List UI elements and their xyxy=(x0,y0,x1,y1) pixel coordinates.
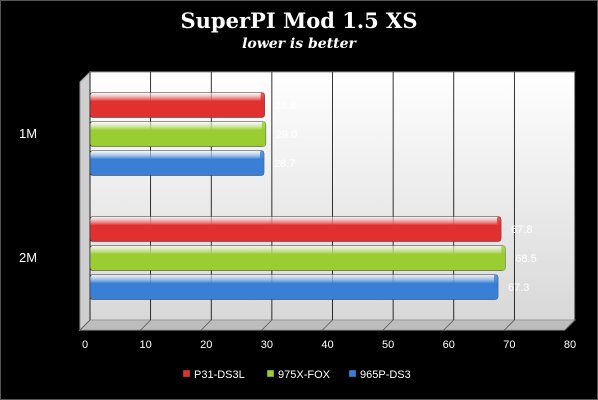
category-label: 2M xyxy=(19,250,37,265)
gridline-floor xyxy=(504,319,515,331)
legend-label: P31-DS3L xyxy=(194,369,245,381)
bar-965p-ds3 xyxy=(89,150,265,176)
gridline-floor xyxy=(564,319,576,331)
plot-side-wall xyxy=(79,70,91,332)
bar-965p-ds3 xyxy=(89,274,499,300)
gridline-floor xyxy=(200,319,212,331)
x-tick-label: 30 xyxy=(261,339,273,351)
bar-p31-ds3l xyxy=(89,216,502,242)
chart-title: SuperPI Mod 1.5 XS xyxy=(180,8,418,33)
legend-label: 975X-FOX xyxy=(278,369,331,381)
data-label: 28.8 xyxy=(275,100,296,112)
data-label: 67.3 xyxy=(508,282,529,294)
chart-subtitle: lower is better xyxy=(242,36,356,52)
bar-end-cap xyxy=(260,92,265,118)
category-label: 1M xyxy=(19,126,37,141)
bar-end-cap xyxy=(497,216,502,242)
data-label: 67.8 xyxy=(511,224,532,236)
legend-swatch xyxy=(348,369,357,378)
legend-swatch xyxy=(266,369,275,378)
gridline-floor xyxy=(261,319,273,331)
x-tick-label: 0 xyxy=(82,339,88,351)
x-tick-label: 40 xyxy=(321,339,333,351)
data-label: 28.7 xyxy=(274,158,295,170)
bar-975x-fox xyxy=(89,245,506,271)
x-tick-label: 80 xyxy=(564,339,576,351)
gridline-floor xyxy=(79,319,91,331)
x-tick-label: 50 xyxy=(382,339,394,351)
gridline-floor xyxy=(322,319,333,331)
x-tick-label: 20 xyxy=(200,339,212,351)
legend-swatch xyxy=(182,369,191,378)
bar-end-cap xyxy=(501,245,506,271)
gridline-floor xyxy=(382,319,394,331)
data-label: 29.0 xyxy=(276,129,297,141)
data-label: 68.5 xyxy=(515,253,536,265)
x-tick-label: 10 xyxy=(140,339,152,351)
bar-end-cap xyxy=(259,150,264,176)
bar-975x-fox xyxy=(89,121,267,147)
gridline-floor xyxy=(140,319,151,331)
x-tick-label: 70 xyxy=(503,339,515,351)
gridline-floor xyxy=(443,319,455,331)
legend-label: 965P-DS3 xyxy=(360,369,411,381)
bar-p31-ds3l xyxy=(89,92,265,118)
x-tick-label: 60 xyxy=(443,339,455,351)
bar-end-cap xyxy=(261,121,266,147)
bar-end-cap xyxy=(494,274,499,300)
